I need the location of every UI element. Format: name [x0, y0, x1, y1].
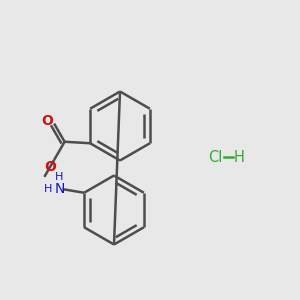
Text: N: N — [54, 182, 65, 196]
Text: O: O — [45, 160, 56, 173]
Text: Cl: Cl — [208, 150, 223, 165]
Text: H: H — [234, 150, 245, 165]
Text: H: H — [44, 184, 52, 194]
Text: H: H — [55, 172, 64, 182]
Text: O: O — [42, 114, 53, 128]
